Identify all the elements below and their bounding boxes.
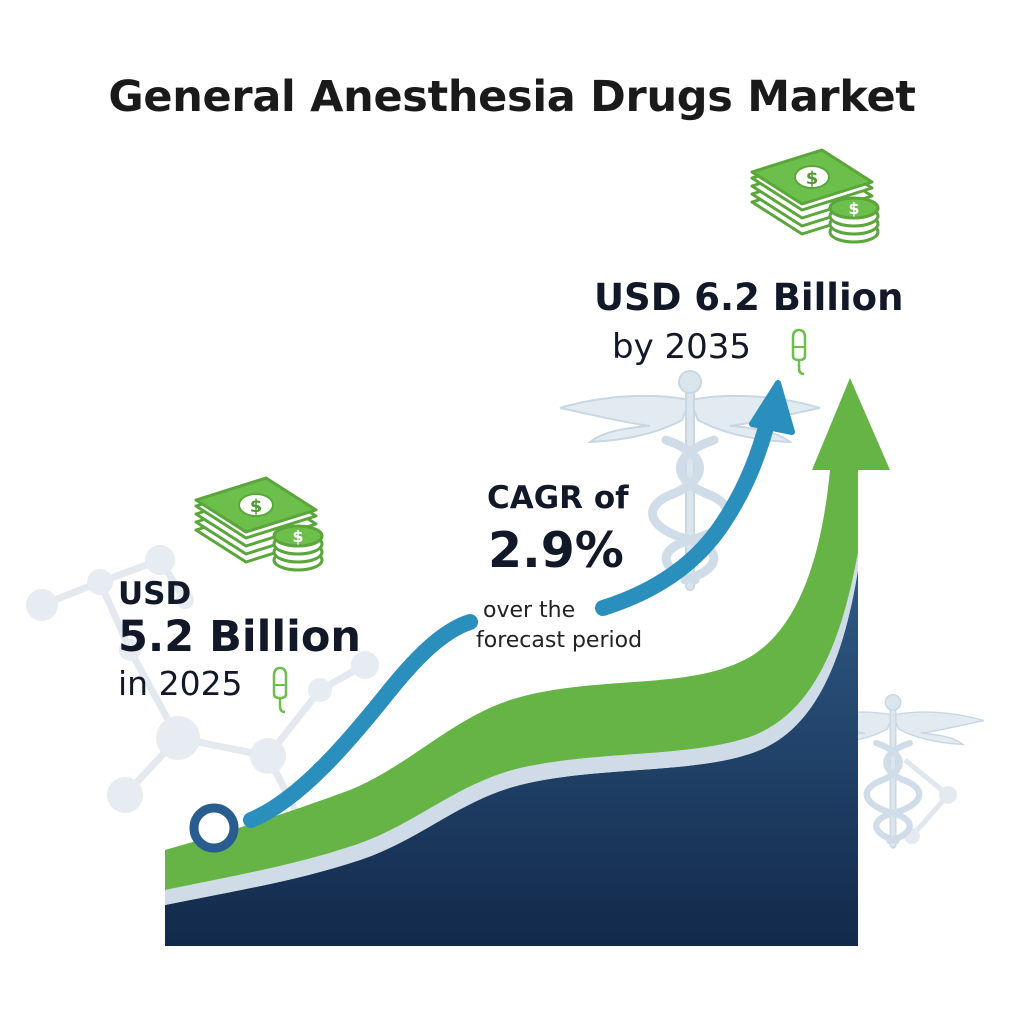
chart-title: General Anesthesia Drugs Market bbox=[108, 72, 916, 122]
end-value: USD 6.2 Billion bbox=[594, 276, 904, 319]
start-point-marker bbox=[189, 803, 239, 853]
trend-arrow-icon bbox=[243, 380, 795, 828]
cagr-prefix: CAGR of bbox=[487, 480, 629, 516]
market-area bbox=[165, 570, 858, 946]
start-value-prefix: USD bbox=[118, 576, 192, 612]
start-value: 5.2 Billion bbox=[118, 612, 362, 662]
cagr-value: 2.9% bbox=[488, 522, 624, 579]
iv-drip-icon-start bbox=[272, 666, 288, 714]
cagr-suffix-line1: over the bbox=[483, 598, 576, 623]
growth-band bbox=[165, 378, 890, 890]
cagr-suffix-line2: forecast period bbox=[476, 628, 643, 653]
money-stack-icon-start bbox=[194, 476, 324, 572]
iv-drip-icon-end bbox=[791, 328, 807, 376]
end-year: by 2035 bbox=[612, 327, 752, 367]
money-stack-icon-end bbox=[750, 148, 880, 244]
start-year: in 2025 bbox=[118, 664, 243, 703]
molecule-icon bbox=[26, 545, 379, 830]
